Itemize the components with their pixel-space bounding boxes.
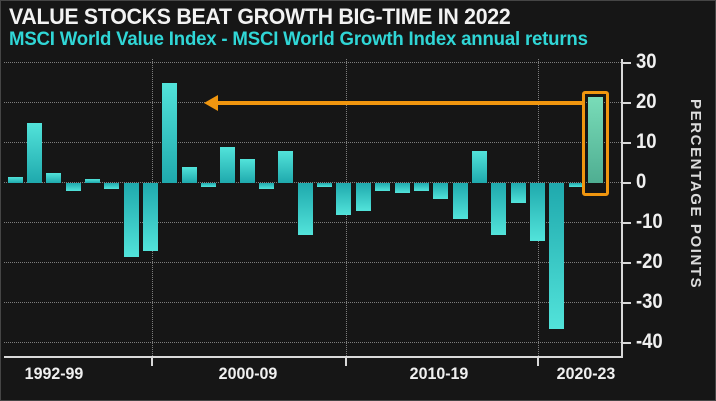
bar-2020: [549, 183, 565, 329]
y-tick-0: [621, 182, 631, 184]
y-tick-label-10: 10: [636, 130, 657, 153]
bar-2002: [201, 183, 217, 187]
bar-1998: [123, 183, 139, 257]
gridline-y--20: [4, 262, 621, 263]
bar-2012: [394, 183, 410, 193]
y-tick-30: [621, 62, 631, 64]
gridline-y--40: [4, 342, 621, 343]
bar-2015: [452, 183, 468, 219]
bar-2022: [587, 97, 603, 183]
chart-subtitle: MSCI World Value Index - MSCI World Grow…: [9, 29, 588, 50]
bar-1997: [104, 183, 120, 189]
bar-2008: [317, 183, 333, 187]
x-tick-1: [150, 358, 153, 366]
gridline-y-0: [4, 182, 621, 183]
bar-2009: [336, 183, 352, 215]
y-axis-line: [621, 59, 623, 358]
highlight-box-2022: [581, 91, 609, 196]
bar-2010: [355, 183, 371, 211]
arrow-line: [217, 101, 582, 105]
y-tick-label-30: 30: [636, 50, 657, 73]
x-tick-2: [344, 358, 347, 366]
y-tick-10: [621, 142, 631, 144]
y-tick--30: [621, 302, 631, 304]
bar-2017: [491, 183, 507, 235]
bar-2007: [297, 183, 313, 235]
x-tick-label-2010-19: 2010-19: [409, 364, 469, 383]
bar-2011: [375, 183, 391, 191]
bar-1995: [65, 183, 81, 191]
y-tick-label--10: -10: [636, 210, 663, 233]
bar-2013: [413, 183, 429, 191]
bar-1999: [143, 183, 159, 251]
x-axis-line: [4, 356, 623, 358]
bar-1993: [27, 123, 43, 183]
bar-2018: [510, 183, 526, 203]
bar-1992: [7, 177, 23, 183]
bar-2005: [259, 183, 275, 189]
y-tick-20: [621, 102, 631, 104]
y-tick--20: [621, 262, 631, 264]
y-tick-label--40: -40: [636, 330, 663, 353]
y-axis-title: PERCENTAGE POINTS: [687, 99, 704, 290]
bar-2003: [220, 147, 236, 183]
gridline-y-30: [4, 62, 621, 63]
y-tick-label--20: -20: [636, 250, 663, 273]
y-tick-label--30: -30: [636, 290, 663, 313]
bar-2014: [433, 183, 449, 199]
bar-1994: [46, 173, 62, 183]
x-tick-3: [536, 358, 539, 366]
bar-2001: [181, 167, 197, 183]
x-tick-label-2020-23: 2020-23: [556, 364, 616, 383]
y-tick--40: [621, 342, 631, 344]
y-tick-label-20: 20: [636, 90, 657, 113]
x-tick-label-2000-09: 2000-09: [218, 364, 278, 383]
gridline-y--30: [4, 302, 621, 303]
bar-2000: [162, 83, 178, 183]
y-tick--10: [621, 222, 631, 224]
bar-2016: [471, 151, 487, 183]
bar-2006: [278, 151, 294, 183]
arrow-head-left-icon: [204, 95, 218, 111]
y-tick-label-0: 0: [636, 170, 647, 193]
bar-2019: [529, 183, 545, 241]
bar-2021: [568, 183, 584, 187]
x-tick-label-1992-99: 1992-99: [24, 364, 84, 383]
bar-1996: [85, 179, 101, 183]
gridline-y-10: [4, 142, 621, 143]
chart-title: VALUE STOCKS BEAT GROWTH BIG-TIME IN 202…: [9, 4, 511, 29]
bar-2004: [239, 159, 255, 183]
